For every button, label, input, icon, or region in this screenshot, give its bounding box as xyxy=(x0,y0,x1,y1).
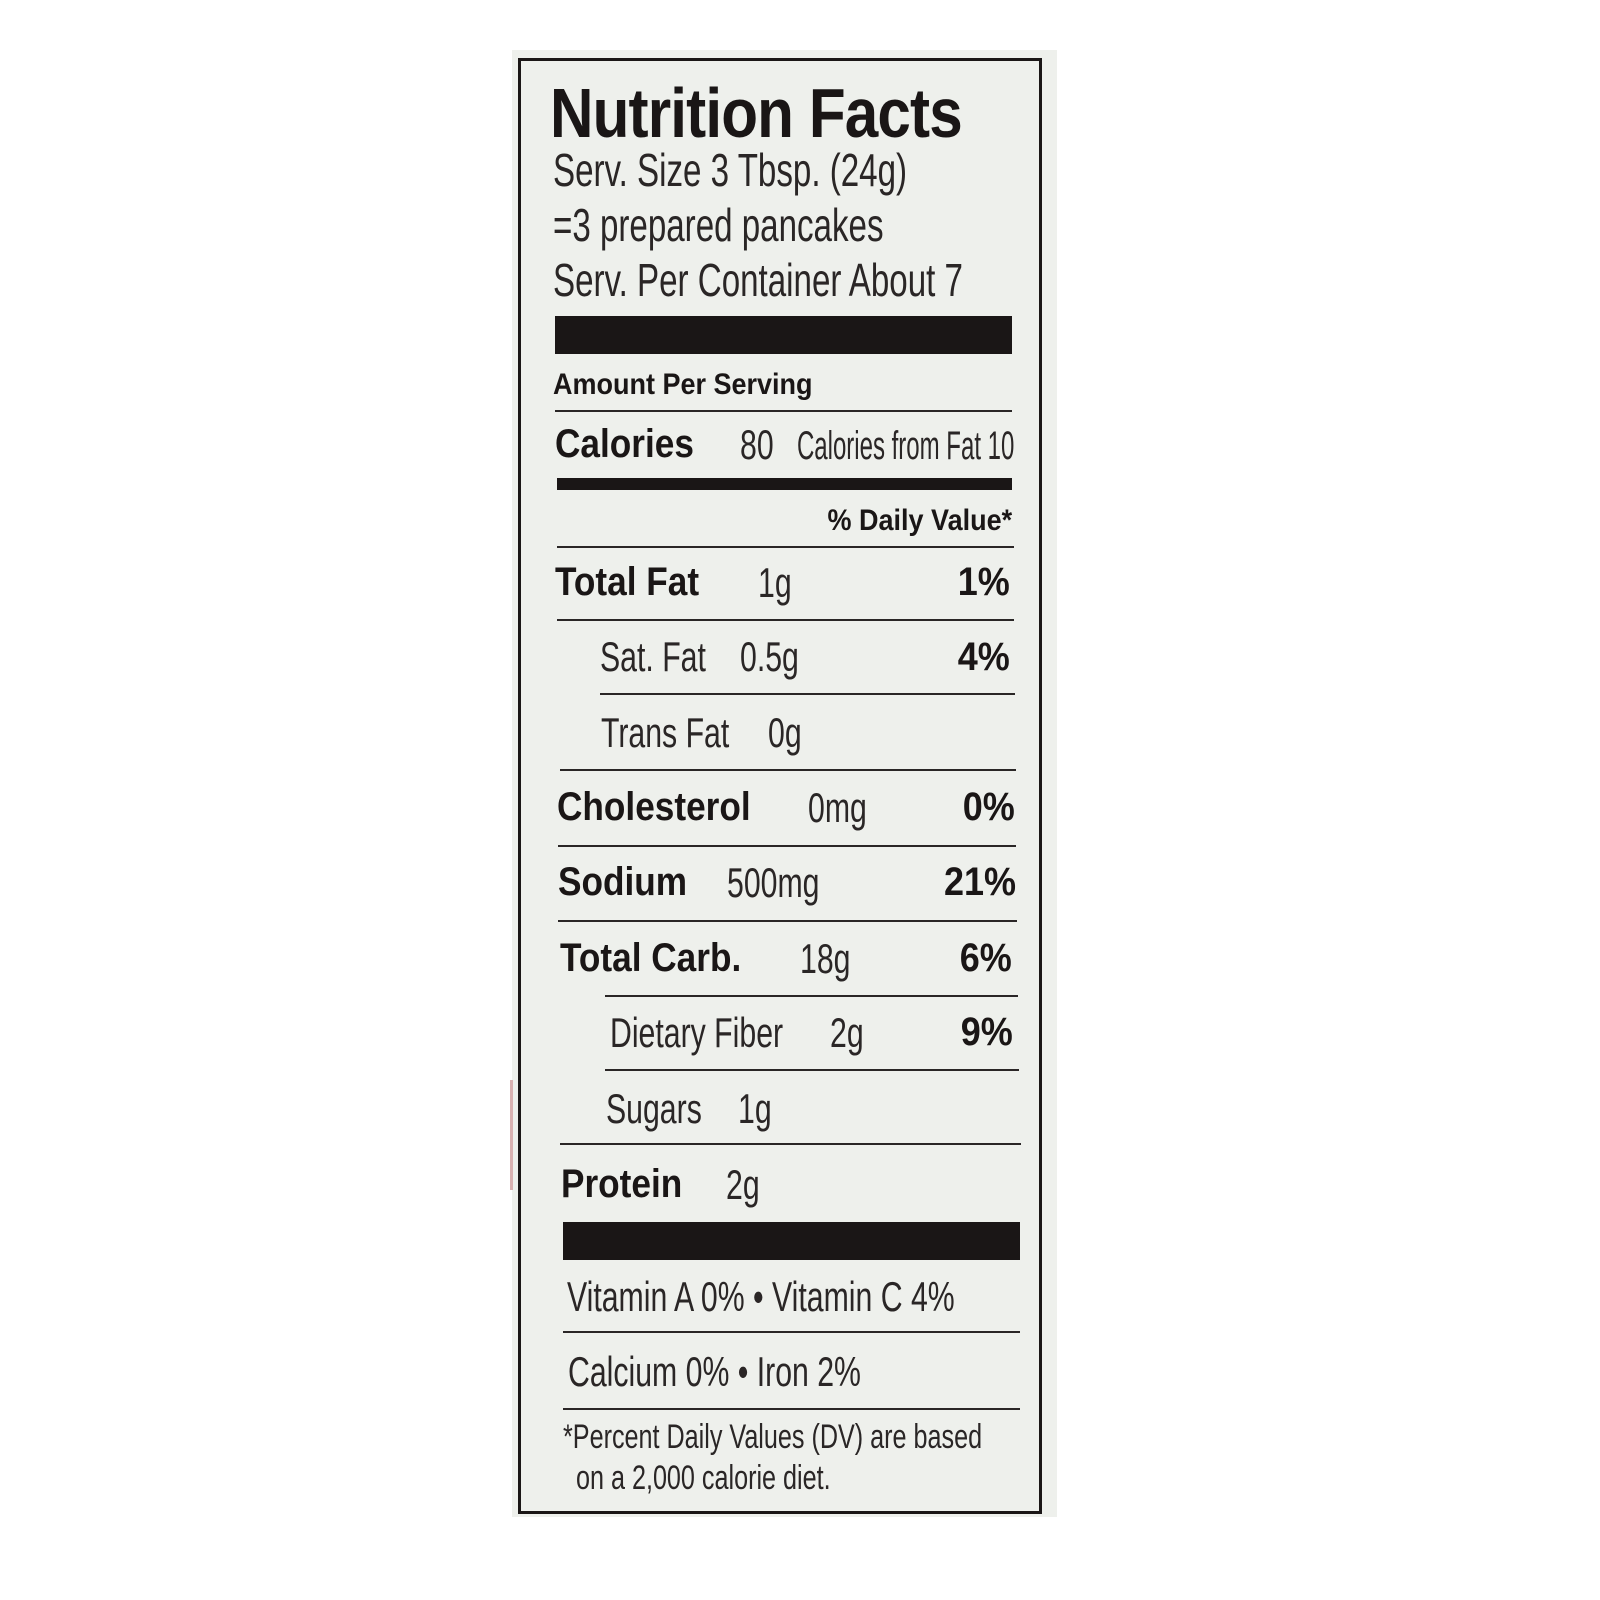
calories-label: Calories xyxy=(555,422,694,466)
nutrient-row-sodium: Sodium xyxy=(558,862,705,902)
servings-per-container: Serv. Per Container About 7 xyxy=(553,254,963,306)
divider xyxy=(555,410,1012,412)
nutrient-label: Sugars xyxy=(606,1085,702,1132)
nutrient-label: Cholesterol xyxy=(557,785,751,829)
nutrient-dv: 9% xyxy=(960,1010,1013,1054)
label-title: Nutrition Facts xyxy=(550,74,963,152)
nutrient-label: Dietary Fiber xyxy=(610,1009,784,1056)
vitamins-row-1: Vitamin A 0% • Vitamin C 4% xyxy=(567,1273,955,1320)
calories-from-fat: Calories from Fat 10 xyxy=(796,424,1014,468)
nutrient-row-total-carb: Total Carb. xyxy=(560,938,766,978)
divider xyxy=(563,1408,1020,1410)
nutrient-row-cholesterol: Cholesterol xyxy=(557,787,777,827)
divider xyxy=(560,1143,1021,1145)
nutrition-label-frame xyxy=(518,58,1042,1514)
nutrient-label: Total Fat xyxy=(555,560,700,604)
serving-equivalent: =3 prepared pancakes xyxy=(553,199,884,251)
serving-size: Serv. Size 3 Tbsp. (24g) xyxy=(553,144,908,196)
nutrient-row-total-fat: Total Fat xyxy=(555,562,719,602)
vitamins-row-2: Calcium 0% • Iron 2% xyxy=(568,1348,861,1395)
footnote-line-1: *Percent Daily Values (DV) are based xyxy=(563,1418,983,1456)
calories-value: 80 xyxy=(740,421,774,468)
medium-divider xyxy=(557,478,1012,490)
nutrient-label: Sodium xyxy=(558,860,688,904)
nutrient-dv: 6% xyxy=(959,936,1012,980)
nutrient-amount: 0g xyxy=(768,709,802,756)
nutrient-dv: 4% xyxy=(957,635,1010,679)
nutrient-amount: 500mg xyxy=(727,859,820,906)
nutrient-label: Sat. Fat xyxy=(600,633,706,680)
amount-per-serving: Amount Per Serving xyxy=(553,368,813,401)
footnote-line-2: on a 2,000 calorie diet. xyxy=(576,1459,831,1497)
nutrient-dv: 1% xyxy=(957,560,1010,604)
nutrient-amount: 0mg xyxy=(808,784,867,831)
package-edge xyxy=(510,1080,513,1190)
divider xyxy=(558,845,1016,847)
nutrient-dv: 0% xyxy=(962,785,1015,829)
daily-value-header: % Daily Value* xyxy=(827,504,1012,537)
divider xyxy=(600,693,1015,695)
nutrient-amount: 1g xyxy=(758,559,792,606)
calories-row: Calories xyxy=(555,424,713,464)
divider xyxy=(557,546,1014,548)
divider xyxy=(558,920,1017,922)
nutrient-row-protein: Protein xyxy=(561,1164,699,1204)
thick-divider xyxy=(555,316,1012,354)
nutrient-label: Total Carb. xyxy=(560,936,742,980)
nutrient-dv: 21% xyxy=(943,860,1016,904)
divider xyxy=(605,1069,1019,1071)
nutrient-amount: 18g xyxy=(800,935,851,982)
nutrient-amount: 1g xyxy=(738,1085,772,1132)
nutrient-amount: 2g xyxy=(830,1009,864,1056)
divider xyxy=(563,1331,1020,1333)
nutrient-label: Trans Fat xyxy=(601,709,730,756)
nutrient-amount: 0.5g xyxy=(740,633,799,680)
divider xyxy=(560,769,1016,771)
divider xyxy=(605,995,1018,997)
nutrient-label: Protein xyxy=(561,1162,683,1206)
label-background xyxy=(512,50,1057,1517)
thick-divider xyxy=(563,1222,1020,1260)
divider xyxy=(557,619,1014,621)
nutrient-amount: 2g xyxy=(726,1161,760,1208)
